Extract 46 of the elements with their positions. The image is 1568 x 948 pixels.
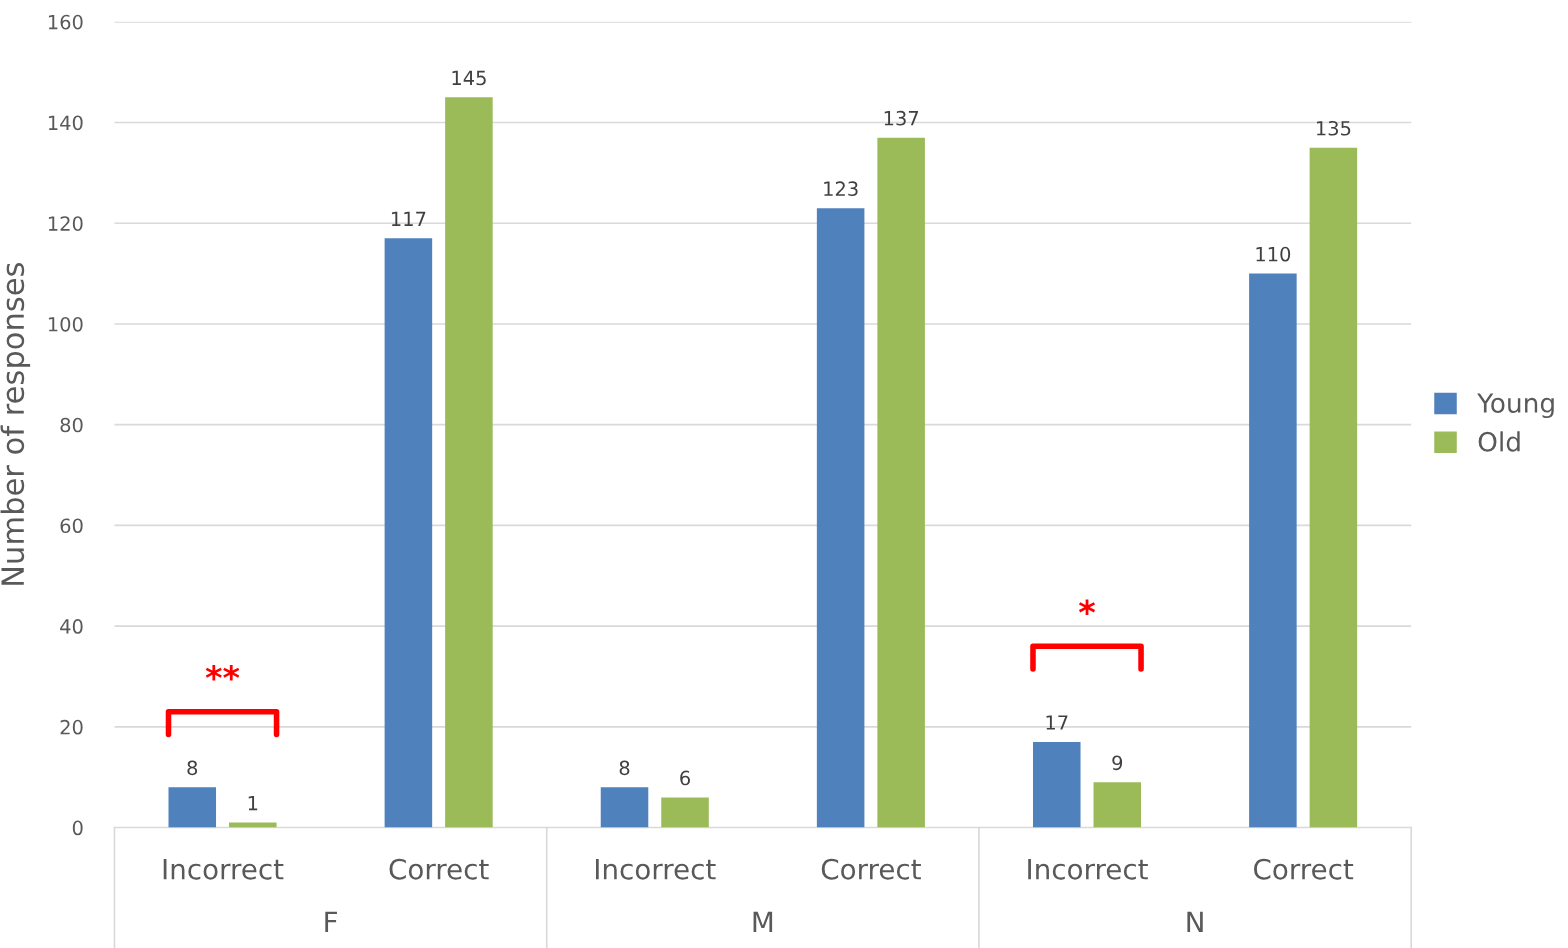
x-tick-label: Incorrect <box>163 859 284 880</box>
y-axis-title: Number of responses <box>0 263 31 585</box>
data-label: 9 <box>1112 755 1123 771</box>
y-tick-label: 100 <box>48 316 83 332</box>
annotation: * <box>1078 599 1096 615</box>
bar <box>1093 782 1142 828</box>
bar <box>600 787 649 828</box>
x-tick-label: Incorrect <box>595 859 716 880</box>
y-tick-label: 120 <box>48 216 83 231</box>
y-tick-label: 140 <box>48 115 83 131</box>
bar <box>1309 147 1358 828</box>
bar <box>1249 273 1297 828</box>
y-tick-label: 20 <box>60 719 83 735</box>
annotation: ** <box>205 664 240 681</box>
bar <box>384 238 433 828</box>
x-tick-label: Correct <box>821 858 921 880</box>
bar <box>1032 741 1081 828</box>
text: M <box>753 911 773 932</box>
data-label: 8 <box>187 760 198 776</box>
data-label: 17 <box>1046 715 1068 730</box>
x-tick-label: Correct <box>1254 858 1354 880</box>
data-label: 6 <box>680 770 690 786</box>
legend-label: Young <box>1477 393 1554 419</box>
text: N <box>1187 911 1203 932</box>
data-label: 8 <box>619 760 630 776</box>
legend-label: Old <box>1478 431 1520 452</box>
bar <box>445 97 493 828</box>
data-label: 145 <box>452 70 486 86</box>
bar <box>661 797 709 828</box>
bar <box>168 787 217 828</box>
x-tick-label: Incorrect <box>1028 859 1148 880</box>
data-label: 110 <box>1256 246 1291 262</box>
x-tick-label: Correct <box>389 858 489 880</box>
data-label: 1 <box>248 796 258 811</box>
data-label: 117 <box>391 211 426 226</box>
data-label: 123 <box>824 181 858 197</box>
text: F <box>325 911 337 932</box>
data-label: 137 <box>884 110 919 126</box>
y-tick-label: 60 <box>60 518 83 534</box>
y-tick-label: 0 <box>72 820 83 836</box>
y-tick-label: 40 <box>60 619 83 634</box>
bar <box>877 137 925 828</box>
data-label: 135 <box>1316 120 1351 136</box>
y-tick-label: 160 <box>48 14 83 30</box>
bar <box>816 208 865 828</box>
y-tick-label: 80 <box>60 417 83 433</box>
